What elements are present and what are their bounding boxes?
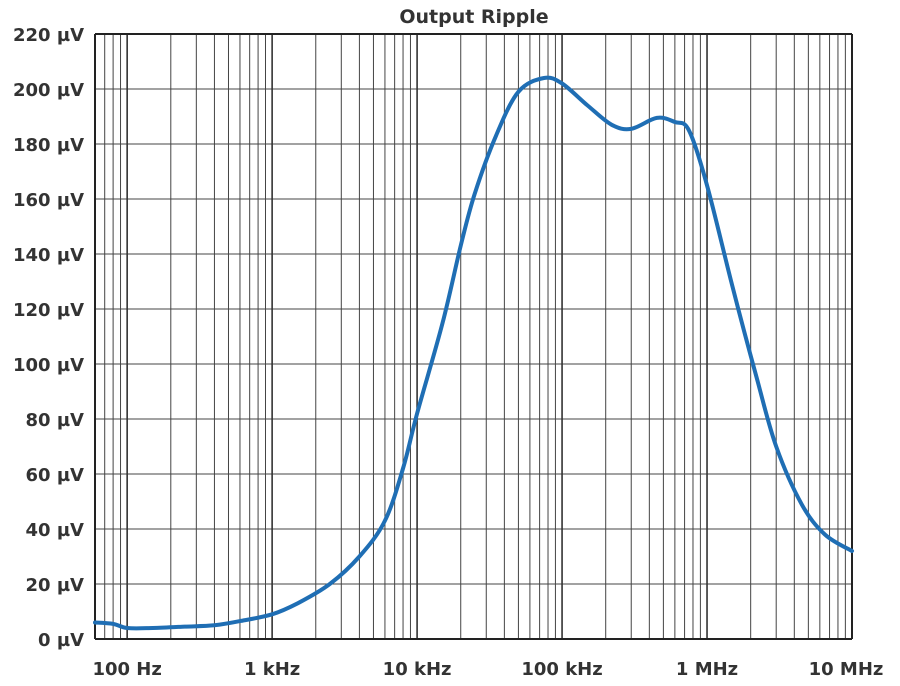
chart-title: Output Ripple — [399, 6, 548, 28]
y-tick-label: 140 µV — [13, 245, 84, 266]
x-tick-label: 10 kHz — [383, 659, 452, 680]
y-tick-label: 120 µV — [13, 300, 84, 321]
x-tick-labels: 100 Hz 1 kHz 10 kHz 100 kHz 1 MHz 10 MHz — [92, 659, 883, 680]
x-tick-label: 10 MHz — [809, 659, 884, 680]
y-tick-label: 20 µV — [26, 575, 85, 596]
x-tick-label: 100 kHz — [521, 659, 602, 680]
y-tick-label: 60 µV — [26, 465, 85, 486]
y-tick-label: 0 µV — [38, 630, 84, 651]
y-tick-label: 80 µV — [26, 410, 85, 431]
series-layer — [93, 75, 854, 631]
y-tick-label: 180 µV — [13, 135, 84, 156]
y-tick-label: 200 µV — [13, 80, 84, 101]
series-line-0 — [93, 75, 854, 631]
grid — [94, 33, 853, 640]
y-tick-label: 100 µV — [13, 355, 84, 376]
x-tick-label: 1 kHz — [244, 659, 300, 680]
x-tick-label: 100 Hz — [92, 659, 161, 680]
x-tick-label: 1 MHz — [676, 659, 738, 680]
y-tick-label: 220 µV — [13, 25, 84, 46]
y-tick-labels: 0 µV 20 µV 40 µV 60 µV 80 µV 100 µV 120 µV 140 … — [13, 25, 84, 651]
y-tick-label: 160 µV — [13, 190, 84, 211]
y-tick-label: 40 µV — [26, 520, 85, 541]
